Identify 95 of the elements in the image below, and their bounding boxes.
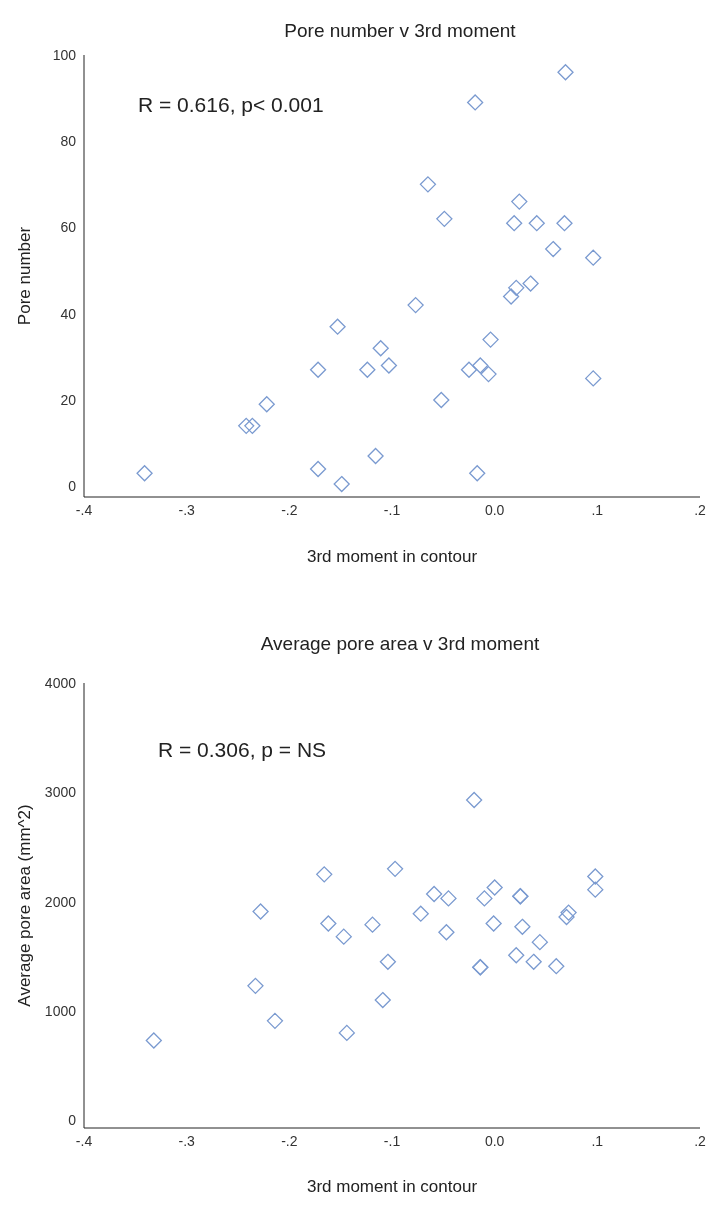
point	[247, 977, 264, 995]
point	[511, 193, 528, 210]
point	[258, 396, 275, 413]
point	[522, 275, 539, 292]
point	[476, 890, 493, 907]
y-tick-label: 100	[52, 46, 77, 63]
x-tick-label: .2	[694, 501, 707, 518]
point	[585, 249, 602, 266]
point	[244, 417, 261, 434]
point	[472, 357, 489, 374]
point	[309, 460, 327, 478]
point	[508, 279, 525, 297]
point	[482, 331, 499, 348]
x-tick-label: -.2	[281, 1132, 298, 1149]
y-tick-label: 0	[68, 1112, 77, 1129]
point	[379, 953, 397, 970]
point	[412, 905, 429, 922]
annotation: R = 0.616, p< 0.001	[138, 93, 324, 117]
annotation: R = 0.306, p = NS	[158, 738, 327, 762]
x-tick-label: -.3	[178, 501, 196, 518]
x-axis-title: 3rd moment in contour	[306, 547, 478, 566]
x-tick-label: -.4	[75, 501, 93, 518]
y-tick-label: 3000	[44, 784, 77, 801]
point	[585, 370, 602, 387]
point	[266, 1012, 284, 1029]
point	[436, 210, 453, 228]
x-tick-label: .1	[591, 1132, 604, 1149]
point	[525, 953, 542, 970]
point	[440, 890, 457, 907]
x-tick-label: -.4	[75, 1132, 93, 1149]
point	[560, 904, 577, 921]
y-tick-label: 20	[60, 391, 77, 408]
point	[364, 916, 381, 933]
y-axis-title: Pore number	[15, 226, 35, 326]
point	[407, 296, 424, 314]
x-tick-label: -.3	[178, 1132, 196, 1149]
y-tick-label: 40	[60, 305, 77, 322]
chart-title: Average pore area v 3rd moment	[259, 633, 541, 655]
y-axis-title: Average pore area (mm^2)	[15, 804, 35, 1007]
point	[587, 868, 604, 885]
point	[374, 991, 391, 1009]
point	[508, 947, 525, 964]
x-tick-label: .2	[694, 1132, 707, 1149]
point	[557, 64, 574, 81]
point	[548, 958, 565, 975]
point	[425, 885, 443, 903]
point	[367, 447, 384, 465]
point	[587, 881, 604, 898]
y-tick-label: 4000	[44, 674, 77, 691]
x-tick-label: -.2	[281, 501, 298, 518]
point	[136, 465, 153, 482]
point	[502, 288, 520, 305]
point	[438, 924, 455, 941]
point	[467, 94, 484, 111]
y-tick-label: 2000	[44, 893, 77, 910]
x-tick-label: 0.0	[484, 1132, 505, 1149]
point	[329, 318, 346, 335]
point	[558, 908, 575, 926]
x-tick-label: -.1	[383, 501, 401, 518]
point	[531, 933, 548, 951]
point	[338, 1024, 355, 1042]
point	[469, 465, 486, 482]
point	[320, 915, 337, 932]
x-tick-label: .1	[591, 501, 604, 518]
point	[556, 215, 573, 232]
y-tick-label: 0	[68, 478, 77, 495]
point	[528, 215, 545, 232]
point	[460, 361, 478, 378]
point	[238, 417, 255, 434]
point	[506, 215, 523, 232]
y-tick-label: 80	[60, 133, 77, 150]
point	[419, 176, 437, 193]
point	[433, 391, 450, 409]
point	[386, 860, 404, 878]
point	[335, 928, 352, 945]
x-axis-title: 3rd moment in contour	[306, 1177, 478, 1196]
point	[333, 475, 350, 493]
point	[145, 1032, 162, 1049]
x-tick-label: -.1	[383, 1132, 401, 1149]
point	[465, 791, 483, 809]
point	[514, 918, 531, 935]
y-tick-label: 1000	[44, 1002, 77, 1019]
point	[309, 361, 327, 378]
chart-title: Pore number v 3rd moment	[283, 20, 517, 42]
point	[485, 915, 502, 932]
point	[545, 240, 562, 258]
point	[372, 340, 389, 357]
point	[316, 866, 333, 883]
point	[480, 365, 497, 383]
y-tick-label: 60	[60, 219, 77, 236]
point	[252, 903, 269, 920]
point	[486, 879, 503, 896]
x-tick-label: 0.0	[484, 501, 505, 518]
point	[359, 361, 376, 378]
point	[380, 357, 398, 374]
